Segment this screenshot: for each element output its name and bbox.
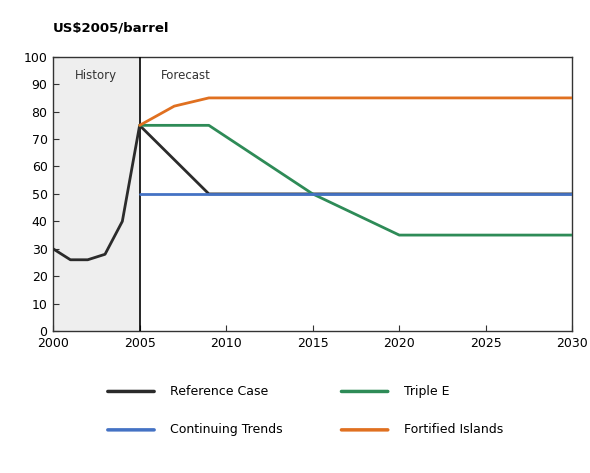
Text: US$2005/barrel: US$2005/barrel [53, 22, 169, 35]
Text: Reference Case: Reference Case [170, 385, 268, 398]
Text: Forecast: Forecast [160, 70, 210, 82]
Bar [53, 57, 140, 331]
Text: Fortified Islands: Fortified Islands [404, 423, 503, 437]
Text: Triple E: Triple E [404, 385, 449, 398]
Text: History: History [76, 70, 117, 82]
Text: Continuing Trends: Continuing Trends [170, 423, 283, 437]
